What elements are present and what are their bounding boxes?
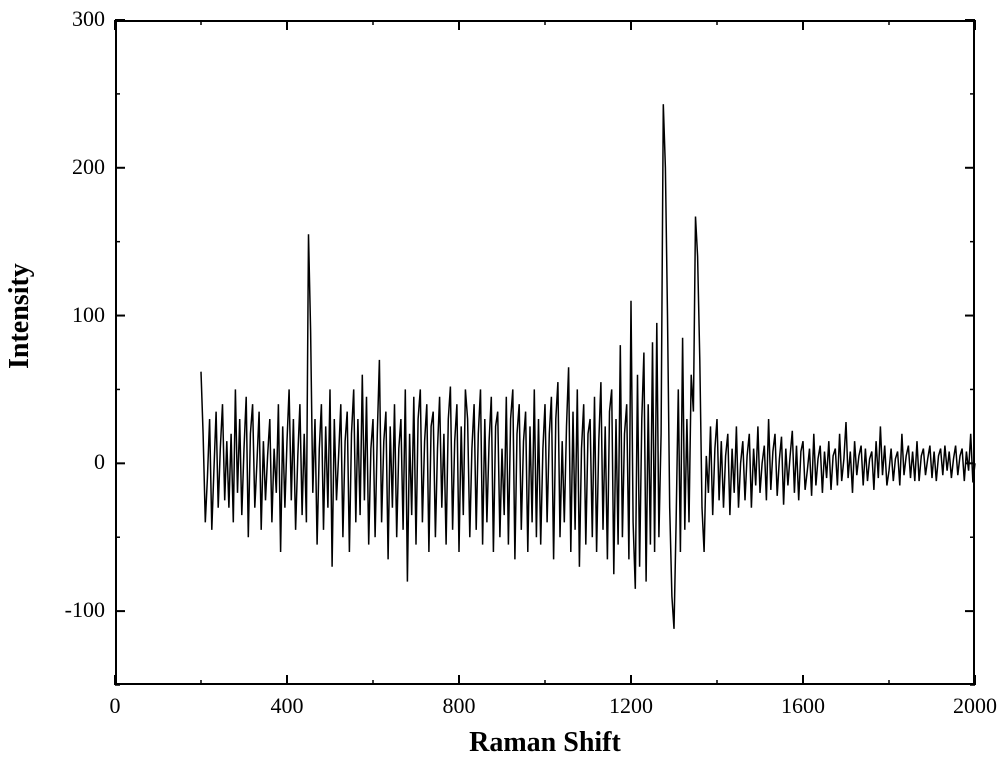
- xtick-label: 800: [419, 693, 499, 719]
- xtick-label: 400: [247, 693, 327, 719]
- y-axis-label: Intensity: [4, 329, 36, 369]
- ytick-label: 0: [40, 449, 105, 475]
- x-axis-label: Raman Shift: [115, 727, 975, 759]
- xtick-label: 2000: [935, 693, 1000, 719]
- tick-marks: [0, 0, 1000, 784]
- ytick-label: 300: [40, 6, 105, 32]
- ytick-label: 100: [40, 302, 105, 328]
- xtick-label: 1200: [591, 693, 671, 719]
- ytick-label: -100: [40, 597, 105, 623]
- xtick-label: 1600: [763, 693, 843, 719]
- xtick-label: 0: [75, 693, 155, 719]
- ytick-label: 200: [40, 154, 105, 180]
